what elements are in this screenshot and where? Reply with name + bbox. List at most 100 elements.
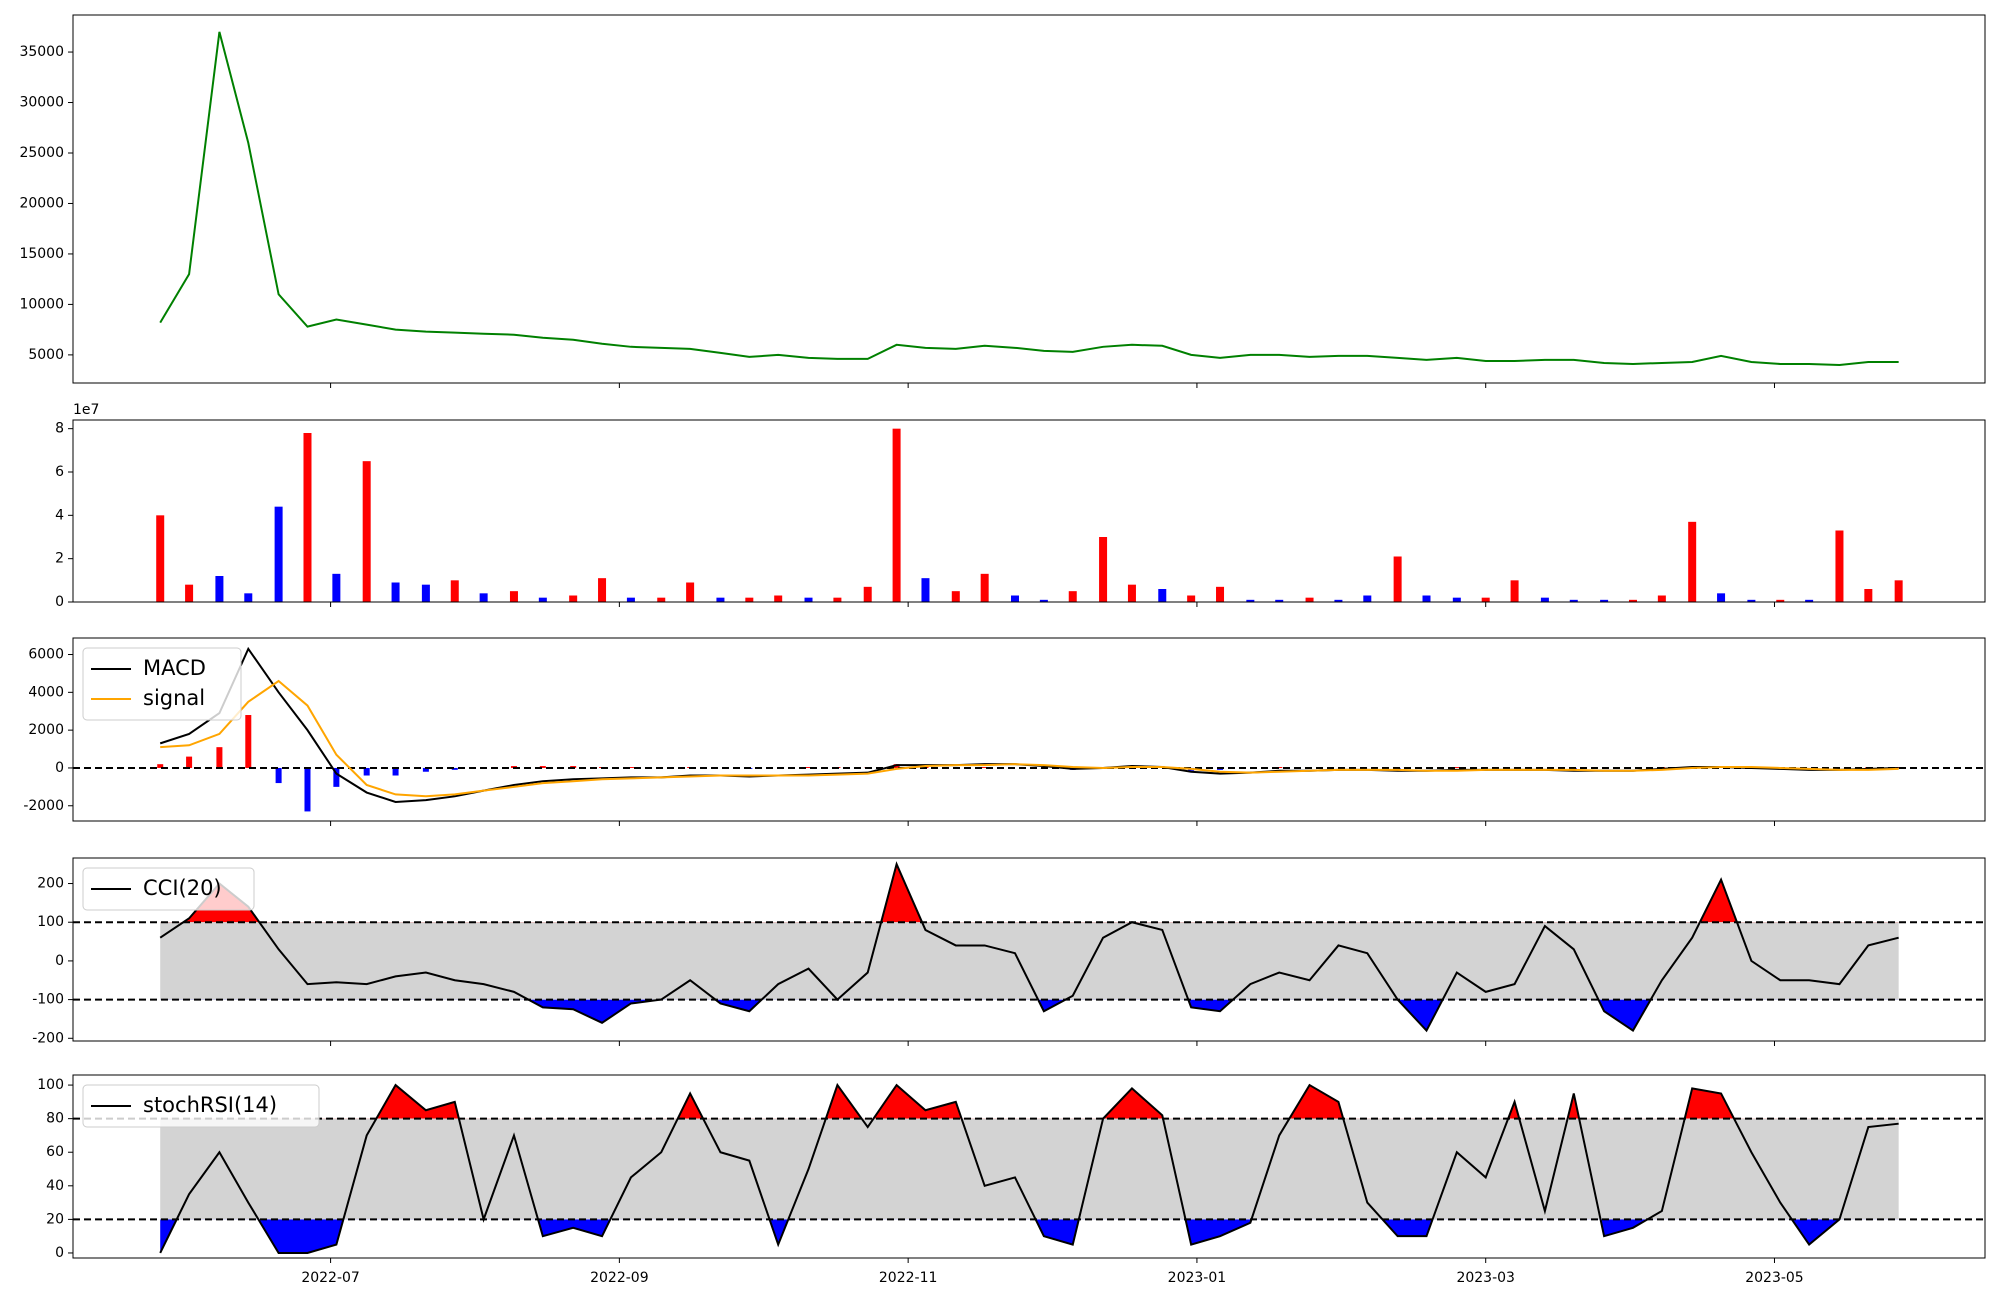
bar: [1864, 589, 1873, 602]
y-tick-label: 4: [55, 507, 64, 523]
series-line: [159, 31, 1899, 366]
bar: [1068, 591, 1077, 602]
y-tick-label: 40: [46, 1178, 64, 1194]
bar: [421, 584, 430, 602]
bar: [716, 597, 725, 602]
histogram-bar: [1895, 767, 1902, 768]
bar: [274, 506, 283, 602]
bar: [980, 573, 989, 602]
y-tick-label: 0: [55, 1245, 64, 1261]
bar: [1510, 580, 1519, 602]
x-tick-label: 2022-11: [879, 1270, 938, 1286]
bar: [569, 595, 578, 602]
y-tick-label: 0: [55, 760, 64, 776]
bar: [1540, 597, 1549, 602]
y-tick-label: -200: [32, 1030, 64, 1046]
y-tick-label: 6000: [28, 647, 64, 663]
legend-label: MACD: [143, 656, 206, 680]
histogram-bar: [805, 767, 812, 768]
series-line: [159, 861, 1899, 1033]
y-tick-label: 20000: [19, 195, 64, 211]
y-tick-label: 100: [37, 914, 64, 930]
bar: [1275, 599, 1284, 602]
bar: [450, 580, 459, 602]
y-tick-label: 60: [46, 1144, 64, 1160]
bar: [1246, 599, 1255, 602]
bar: [1805, 599, 1814, 602]
y-offset-label: 1e7: [73, 402, 99, 418]
panel-frame: [72, 14, 1986, 384]
bar: [1099, 537, 1108, 602]
bar: [921, 578, 930, 602]
panel-frame: [72, 419, 1986, 603]
bar: [479, 593, 488, 602]
band: [160, 1118, 1899, 1220]
bar: [1894, 580, 1903, 602]
bar: [1393, 556, 1402, 602]
bar: [1305, 597, 1314, 602]
threshold-fill: [160, 1219, 1899, 1253]
y-tick-label: 0: [55, 953, 64, 969]
legend-box: [82, 647, 242, 721]
bar: [804, 597, 813, 602]
y-tick-label: 2000: [28, 722, 64, 738]
bar: [892, 428, 901, 602]
bar: [244, 593, 253, 602]
bar: [1334, 599, 1343, 602]
y-tick-label: 20: [46, 1211, 64, 1227]
x-tick-label: 2022-07: [301, 1270, 360, 1286]
histogram-bar: [186, 756, 193, 768]
bar: [1600, 599, 1609, 602]
bar: [1776, 599, 1785, 602]
bar: [1569, 599, 1578, 602]
y-tick-label: -2000: [23, 798, 64, 814]
bar: [1628, 599, 1637, 602]
histogram-bar: [627, 767, 634, 768]
histogram-bar: [451, 767, 458, 770]
bar: [1452, 597, 1461, 602]
histogram-bar: [539, 766, 546, 768]
histogram-bar: [304, 767, 311, 812]
bar: [1187, 595, 1196, 602]
histogram-bar: [392, 767, 399, 776]
bar: [1657, 595, 1666, 602]
bar: [156, 515, 165, 602]
histogram-bar: [363, 767, 370, 776]
y-tick-label: 25000: [19, 145, 64, 161]
bar: [509, 591, 518, 602]
histogram-bar: [1276, 767, 1283, 768]
legend-box: [82, 867, 255, 911]
y-tick-label: 0: [55, 594, 64, 610]
bar: [745, 597, 754, 602]
y-tick-label: 8: [55, 421, 64, 437]
y-tick-label: 2: [55, 551, 64, 567]
bar: [1158, 589, 1167, 602]
bar: [185, 584, 194, 602]
bar: [332, 573, 341, 602]
bar: [774, 595, 783, 602]
histogram-bar: [216, 747, 223, 768]
y-tick-label: 30000: [19, 95, 64, 111]
bar: [1835, 530, 1844, 602]
bar: [951, 591, 960, 602]
legend-label: CCI(20): [143, 876, 222, 900]
bar: [833, 597, 842, 602]
bar: [1422, 595, 1431, 602]
bar: [1039, 599, 1048, 602]
bar: [1010, 595, 1019, 602]
bar: [1481, 597, 1490, 602]
bar: [1127, 584, 1136, 602]
series-line: [159, 1082, 1899, 1254]
histogram-bar: [422, 767, 429, 772]
y-tick-label: 6: [55, 464, 64, 480]
series-line: [159, 646, 1899, 803]
series-line: [160, 679, 1899, 798]
y-tick-label: 35000: [19, 44, 64, 60]
bar: [303, 433, 312, 602]
y-tick-label: 200: [37, 876, 64, 892]
bar: [1216, 586, 1225, 602]
bar: [362, 461, 371, 602]
bar: [863, 586, 872, 602]
